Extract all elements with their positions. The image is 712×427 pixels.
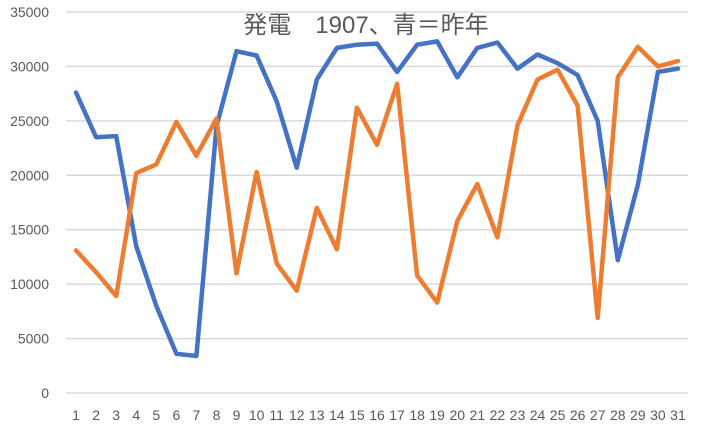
x-tick-label: 31 <box>670 407 686 423</box>
x-tick-label: 28 <box>610 407 626 423</box>
x-tick-label: 9 <box>233 407 241 423</box>
x-tick-label: 30 <box>650 407 666 423</box>
x-tick-label: 11 <box>269 407 284 423</box>
y-axis-labels: 0 5000 10000 15000 20000 25000 30000 35000 <box>10 4 49 401</box>
x-tick-label: 16 <box>369 407 385 423</box>
x-tick-label: 17 <box>389 407 405 423</box>
x-tick-label: 5 <box>152 407 160 423</box>
x-tick-label: 19 <box>429 407 445 423</box>
y-tick-label: 20000 <box>10 167 49 183</box>
y-tick-label: 15000 <box>10 222 49 238</box>
x-tick-label: 27 <box>590 407 606 423</box>
x-tick-label: 24 <box>530 407 546 423</box>
y-tick-label: 5000 <box>18 331 49 347</box>
x-tick-label: 15 <box>349 407 365 423</box>
x-tick-label: 7 <box>193 407 201 423</box>
x-tick-label: 26 <box>570 407 586 423</box>
y-tick-label: 35000 <box>10 4 49 20</box>
x-tick-label: 23 <box>510 407 526 423</box>
series-line-this-year <box>73 44 681 321</box>
x-tick-label: 3 <box>112 407 120 423</box>
x-tick-label: 22 <box>490 407 506 423</box>
series-line-last-year <box>73 39 681 359</box>
x-axis-labels: 1 2 3 4 5 6 7 8 9 10 11 12 13 14 15 16 17 18 19 20 21 22 23 24 2… <box>72 407 686 423</box>
y-tick-label: 25000 <box>10 113 49 129</box>
chart-title: 発電 1907、青＝昨年 <box>243 12 488 39</box>
x-tick-label: 29 <box>630 407 646 423</box>
x-tick-label: 25 <box>550 407 566 423</box>
y-tick-label: 0 <box>41 385 49 401</box>
x-tick-label: 8 <box>213 407 221 423</box>
x-tick-label: 13 <box>309 407 325 423</box>
x-tick-label: 20 <box>449 407 465 423</box>
series-lines <box>73 39 681 359</box>
x-tick-label: 21 <box>470 407 486 423</box>
x-tick-label: 6 <box>172 407 180 423</box>
y-tick-label: 10000 <box>10 276 49 292</box>
x-tick-label: 10 <box>249 407 265 423</box>
y-tick-label: 30000 <box>10 58 49 74</box>
x-tick-label: 1 <box>72 407 80 423</box>
x-tick-label: 18 <box>409 407 425 423</box>
x-tick-label: 12 <box>289 407 305 423</box>
x-tick-label: 14 <box>329 407 345 423</box>
x-tick-label: 2 <box>92 407 100 423</box>
gridlines <box>66 11 688 394</box>
x-tick-label: 4 <box>132 407 140 423</box>
